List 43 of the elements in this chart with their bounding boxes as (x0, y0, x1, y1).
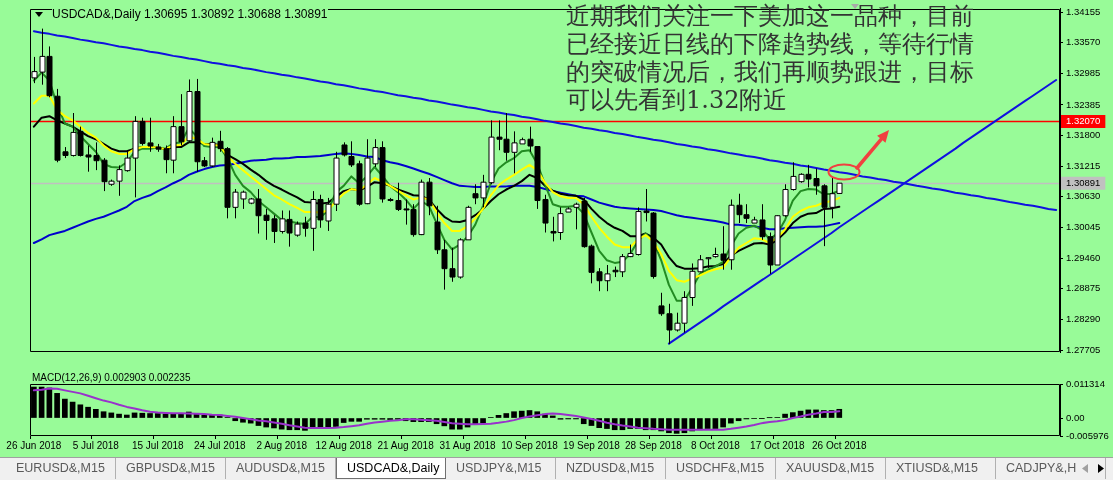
x-tick-label: 12 Aug 2018 (315, 439, 373, 451)
chart-title: USDCAD&,Daily 1.30695 1.30892 1.30688 1.30891 (52, 7, 328, 22)
y-tick-label: 1.31800 (1066, 129, 1101, 141)
y-tick-label: 1.29460 (1066, 251, 1101, 263)
x-tick-label: 15 Jul 2018 (131, 439, 185, 451)
text: GBPUSD&,M15 (116, 458, 226, 479)
y-tick-label: 1.30045 (1066, 221, 1101, 233)
text: XTIUSD&,M15 (886, 458, 996, 479)
x-tick-label: 19 Sep 2018 (563, 439, 621, 451)
x-tick-label: 2 Aug 2018 (256, 439, 308, 451)
text: USDJPY&,M15 (446, 458, 556, 479)
y-tick-label: 1.28875 (1066, 282, 1101, 294)
y-tick-label: 0.00 (1066, 411, 1085, 423)
x-tick-label: 17 Oct 2018 (750, 439, 806, 451)
x-tick-label: 26 Oct 2018 (812, 439, 867, 451)
text: AUDUSD&,M15 (226, 458, 336, 479)
y-tick-label: 1.32385 (1066, 98, 1101, 110)
text: NZDUSD&,M15 (556, 458, 666, 479)
y-tick-label: 1.30630 (1066, 190, 1101, 202)
y-tick-label: 1.33570 (1066, 36, 1101, 48)
y-tick-label: 1.32985 (1066, 67, 1101, 79)
chart-title: MACD(12,26,9) 0.002903 0.002235 (32, 371, 191, 384)
annotation: 近期我们关注一下美加这一品种，目前已经接近日线的下降趋势线，等待行情的突破情况后，我们再顺势跟进，目标可以先看到1.32附近 (566, 2, 975, 114)
y-tick-label: 1.34155 (1066, 5, 1101, 17)
text: USDCHF&,M15 (666, 458, 776, 479)
x-tick-label: 10 Sep 2018 (501, 439, 559, 451)
ref-line-label: 1.30891 (1066, 176, 1101, 188)
x-tick-label: 28 Sep 2018 (625, 439, 683, 451)
x-tick-label: 26 Jun 2018 (6, 439, 62, 451)
x-tick-label: 24 Jul 2018 (193, 439, 247, 451)
x-tick-label: 31 Aug 2018 (439, 439, 497, 451)
text: EURUSD&,M15 (6, 458, 116, 479)
text: XAUUSD&,M15 (776, 458, 886, 479)
y-tick-label: 1.27705 (1066, 343, 1101, 355)
text: CADJPY&,H (996, 458, 1106, 479)
y-tick-label: -0.005976 (1066, 429, 1109, 441)
ref-line-label: 1.32070 (1066, 115, 1101, 127)
y-tick-label: 1.31215 (1066, 159, 1101, 171)
x-tick-label: 5 Jul 2018 (72, 439, 120, 451)
x-tick-label: 8 Oct 2018 (690, 439, 741, 451)
y-tick-label: 1.28290 (1066, 313, 1101, 325)
y-tick-label: 0.011314 (1066, 377, 1105, 389)
x-tick-label: 21 Aug 2018 (377, 439, 435, 451)
